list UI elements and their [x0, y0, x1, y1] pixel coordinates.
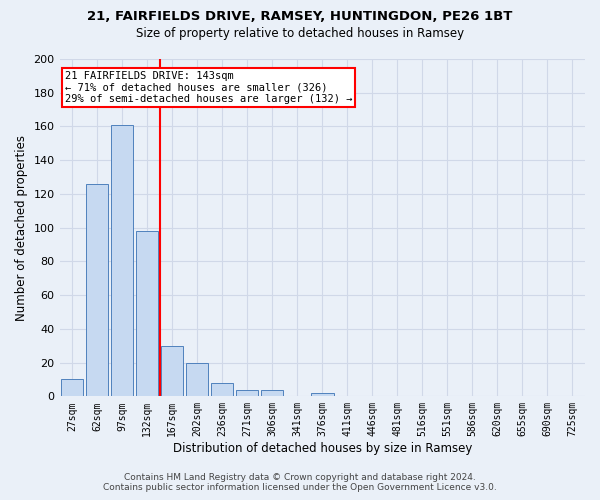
Bar — [311, 393, 334, 396]
Bar — [186, 362, 208, 396]
Y-axis label: Number of detached properties: Number of detached properties — [15, 134, 28, 320]
Text: Size of property relative to detached houses in Ramsey: Size of property relative to detached ho… — [136, 28, 464, 40]
Bar — [261, 390, 283, 396]
Bar — [236, 390, 259, 396]
Bar — [161, 346, 184, 397]
Bar — [136, 231, 158, 396]
Bar — [111, 125, 133, 396]
Bar — [211, 383, 233, 396]
Text: 21, FAIRFIELDS DRIVE, RAMSEY, HUNTINGDON, PE26 1BT: 21, FAIRFIELDS DRIVE, RAMSEY, HUNTINGDON… — [88, 10, 512, 23]
Text: Contains HM Land Registry data © Crown copyright and database right 2024.
Contai: Contains HM Land Registry data © Crown c… — [103, 473, 497, 492]
Bar — [61, 380, 83, 396]
Bar — [86, 184, 109, 396]
Text: 21 FAIRFIELDS DRIVE: 143sqm
← 71% of detached houses are smaller (326)
29% of se: 21 FAIRFIELDS DRIVE: 143sqm ← 71% of det… — [65, 71, 352, 104]
X-axis label: Distribution of detached houses by size in Ramsey: Distribution of detached houses by size … — [173, 442, 472, 455]
